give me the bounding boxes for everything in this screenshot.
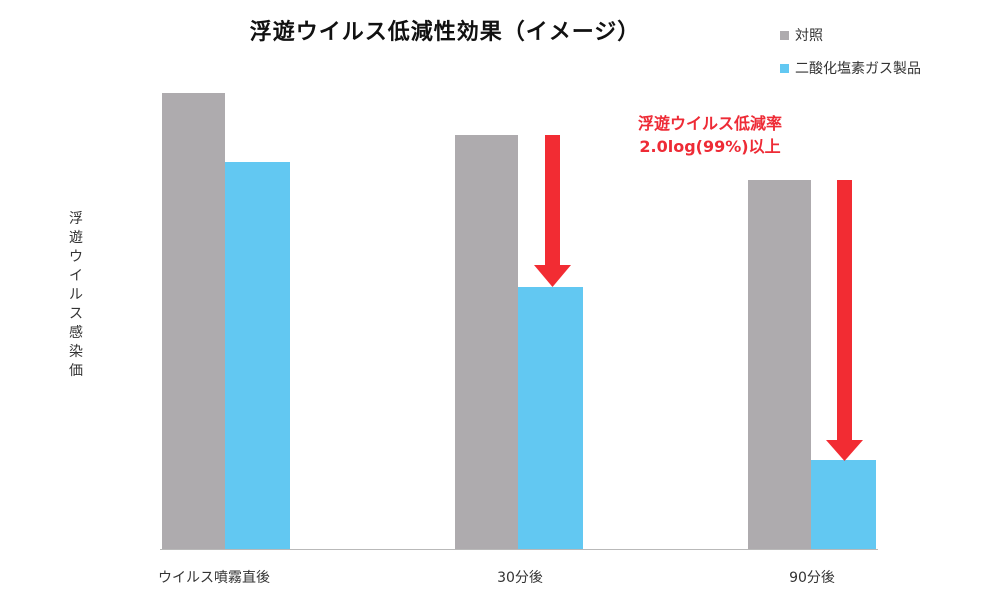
y-axis-label: 浮 遊 ウ イ ル ス 感 染 価 [66, 210, 86, 381]
legend-label-chlorine-dioxide: 二酸化塩素ガス製品 [795, 61, 921, 77]
y-label-char: 染 [69, 344, 83, 360]
down-arrow-icon [534, 135, 571, 287]
legend-swatch-control [780, 30, 789, 40]
legend-item-chlorine-dioxide: 二酸化塩素ガス製品 [780, 57, 921, 79]
y-label-char: ス [69, 306, 83, 322]
y-label-char: イ [69, 268, 83, 284]
bar-clo2-30min [518, 287, 583, 549]
y-label-char: 遊 [69, 230, 83, 246]
y-label-char: 感 [69, 325, 83, 341]
bar-clo2-immediately [225, 162, 290, 549]
down-arrow-icon [826, 180, 863, 461]
bar-control-30min [455, 135, 518, 549]
reduction-annotation: 浮遊ウイルス低減率 2.0log(99%)以上 [590, 112, 830, 158]
chart-title: 浮遊ウイルス低減性効果（イメージ） [249, 20, 641, 45]
x-label-90min: 90分後 [789, 570, 835, 586]
x-axis-line [160, 549, 878, 550]
y-label-char: ウ [69, 249, 83, 265]
bar-control-immediately [162, 93, 225, 549]
legend-label-control: 対照 [795, 28, 823, 44]
legend-item-control: 対照 [780, 24, 921, 46]
y-label-char: ル [69, 287, 83, 303]
y-label-char: 価 [69, 363, 83, 379]
legend-swatch-chlorine-dioxide [780, 63, 789, 73]
annotation-line-1: 浮遊ウイルス低減率 [637, 114, 782, 133]
legend: 対照 二酸化塩素ガス製品 [780, 24, 921, 90]
bar-control-90min [748, 180, 811, 549]
y-label-char: 浮 [69, 211, 83, 227]
bar-clo2-90min [811, 460, 876, 549]
annotation-line-2: 2.0log(99%)以上 [639, 137, 781, 156]
x-label-immediately: ウイルス噴霧直後 [158, 570, 270, 586]
x-label-30min: 30分後 [497, 570, 543, 586]
